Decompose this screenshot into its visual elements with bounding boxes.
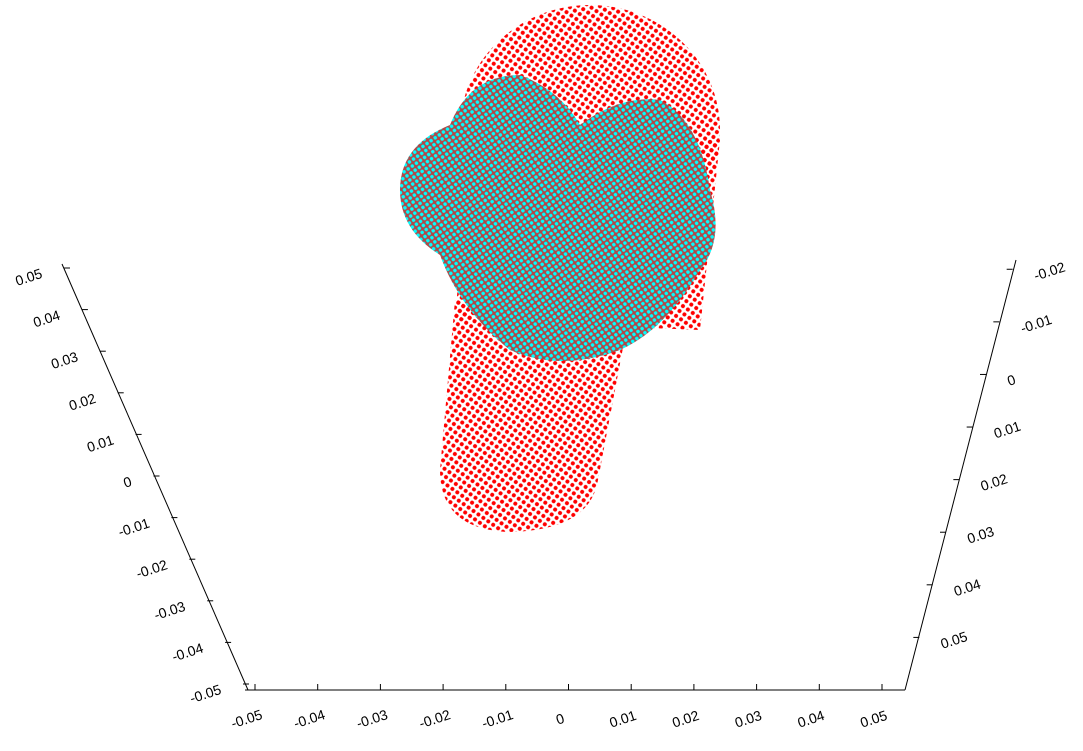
axis-line bbox=[62, 264, 248, 690]
z-tick-label: 0.01 bbox=[992, 418, 1023, 442]
chart: -0.05 -0.04 -0.03 -0.02 -0.01 0 0.01 0.02 0.03 0.… bbox=[0, 0, 1083, 751]
x-tick-label: 0.03 bbox=[733, 707, 764, 731]
y-tick-label: 0.05 bbox=[13, 265, 44, 289]
y-tick-label: 0.02 bbox=[67, 390, 98, 414]
x-tick-label: -0.05 bbox=[229, 706, 264, 731]
x-tick-label: 0 bbox=[554, 710, 567, 728]
x-tick-label: 0.05 bbox=[858, 707, 889, 731]
z-tick-label: 0.04 bbox=[952, 575, 983, 599]
x-tick-label: 0.04 bbox=[795, 707, 826, 731]
x-tick-label: -0.02 bbox=[417, 706, 452, 731]
y-tick-label: -0.04 bbox=[170, 639, 205, 664]
y-tick-label: -0.03 bbox=[152, 598, 187, 623]
y-tick-label: 0.04 bbox=[31, 307, 62, 331]
y-tick-label: 0.03 bbox=[49, 348, 80, 372]
y-tick-label: 0 bbox=[121, 473, 134, 491]
y-tick-label: -0.01 bbox=[116, 515, 151, 540]
z-tick-label: 0.02 bbox=[978, 470, 1009, 494]
y-tick-label: -0.05 bbox=[188, 681, 223, 706]
y-tick-label: 0.01 bbox=[85, 431, 116, 455]
z-tick-label: 0.03 bbox=[965, 523, 996, 547]
x-tick-label: 0.01 bbox=[607, 707, 638, 731]
z-tick-label: 0 bbox=[1005, 371, 1018, 389]
z-tick-label: -0.02 bbox=[1032, 258, 1067, 283]
x-tick-label: 0.02 bbox=[670, 707, 701, 731]
x-tick-label: -0.01 bbox=[480, 706, 515, 731]
x-tick-label: -0.04 bbox=[292, 706, 327, 731]
z-tick-label: -0.01 bbox=[1018, 311, 1053, 336]
y-tick-label: -0.02 bbox=[134, 556, 169, 581]
x-tick-label: -0.03 bbox=[354, 706, 389, 731]
z-tick-label: 0.05 bbox=[938, 628, 969, 652]
